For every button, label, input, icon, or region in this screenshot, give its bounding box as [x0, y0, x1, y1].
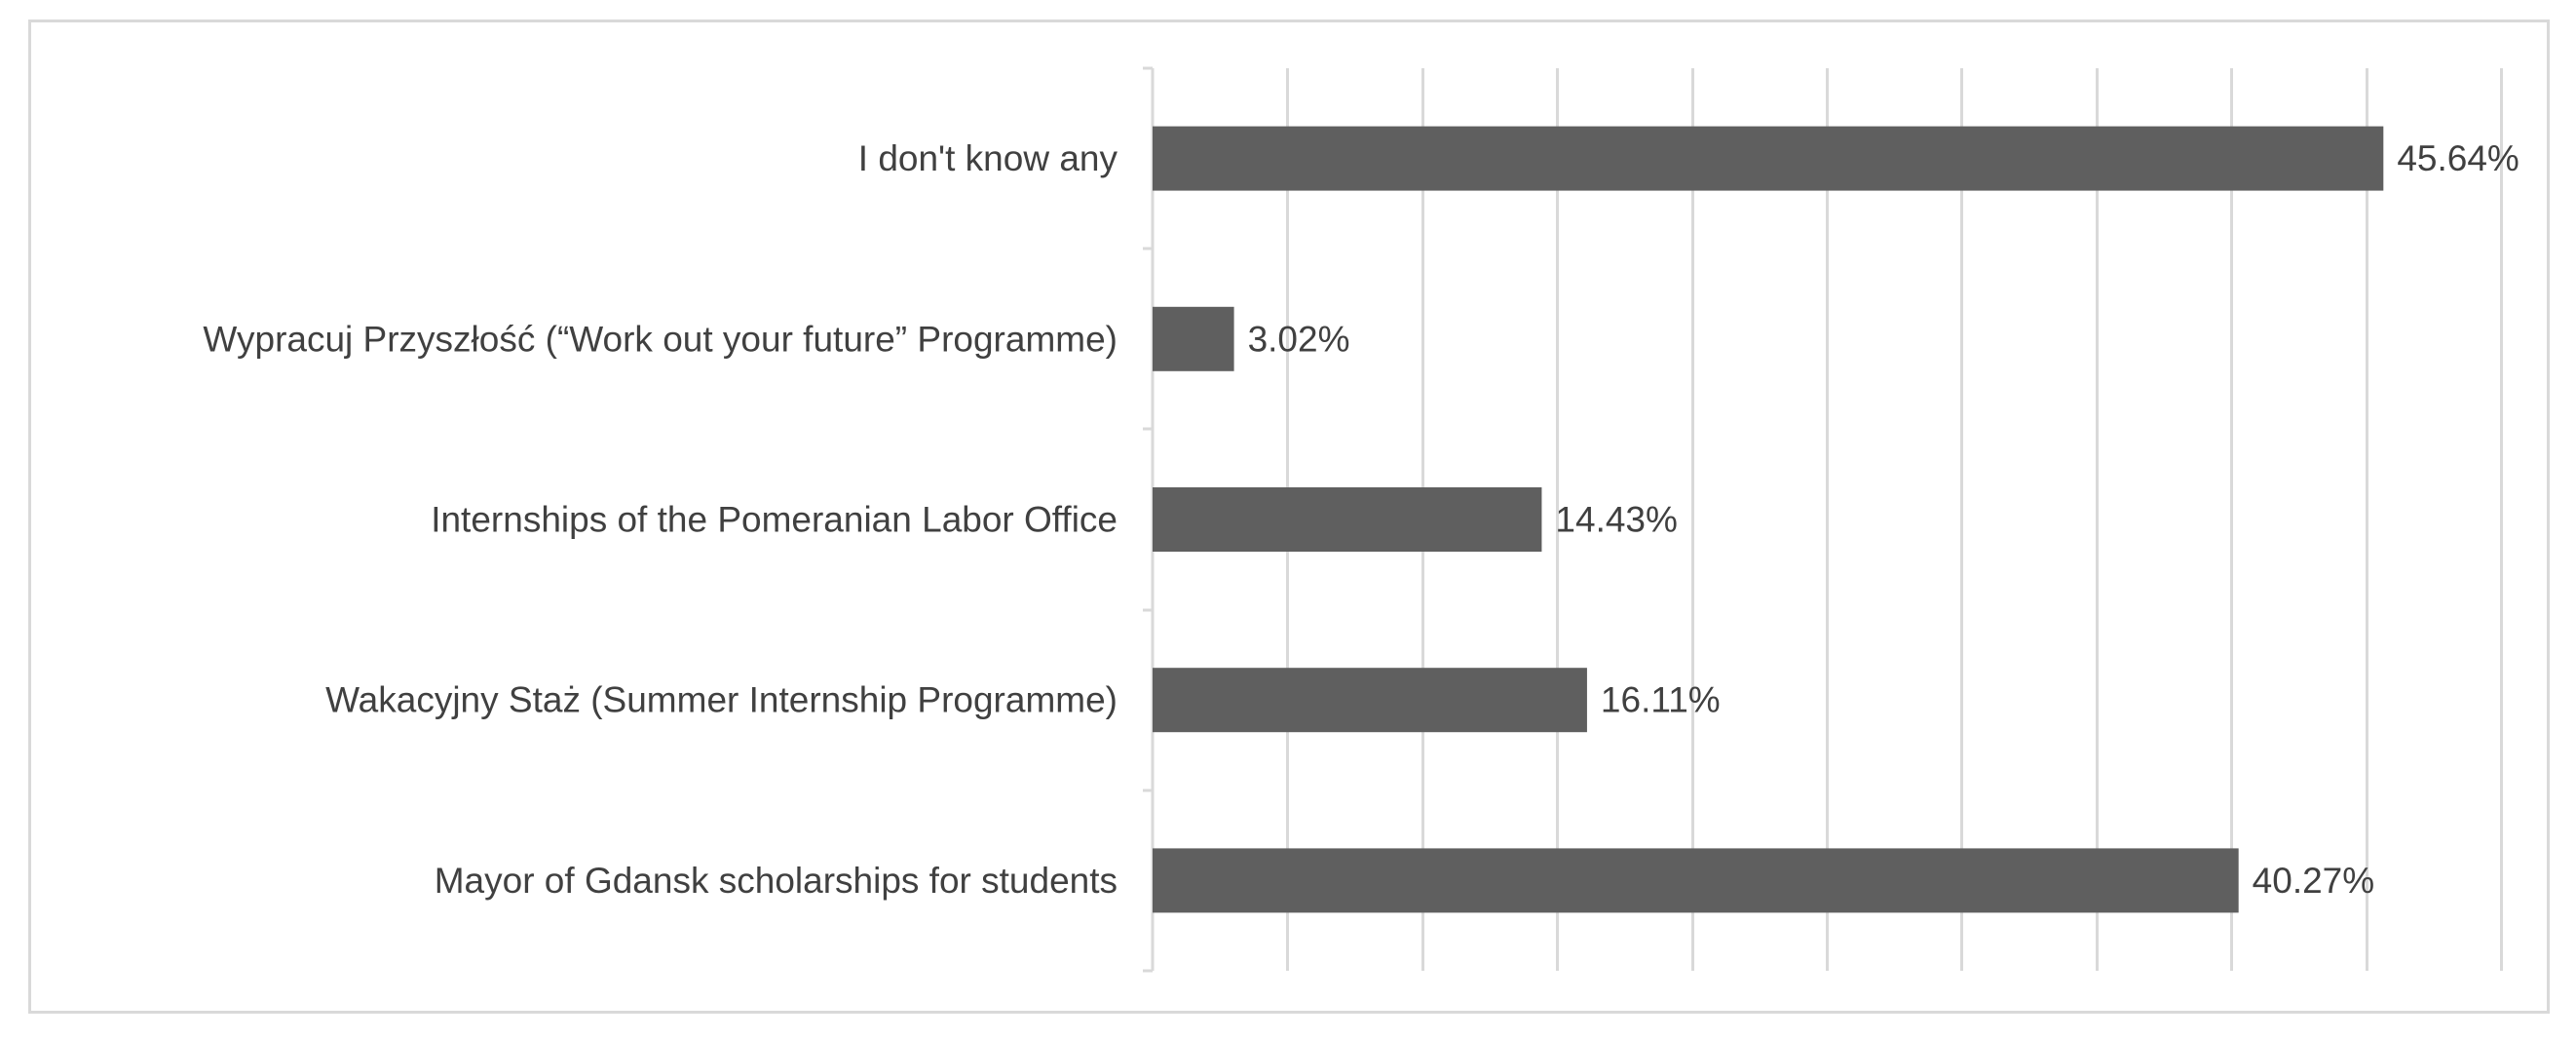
category-label: I don't know any — [858, 138, 1118, 178]
category-label: Mayor of Gdansk scholarships for student… — [435, 861, 1118, 901]
bars — [1153, 126, 2384, 913]
data-label: 14.43% — [1555, 500, 1678, 540]
data-label: 16.11% — [1601, 680, 1721, 720]
category-label: Internships of the Pomeranian Labor Offi… — [431, 500, 1118, 540]
bar — [1153, 668, 1587, 733]
data-label: 3.02% — [1248, 319, 1350, 359]
gridlines — [1286, 68, 2503, 971]
data-label: 40.27% — [2253, 861, 2375, 901]
bar — [1153, 848, 2239, 913]
category-label: Wakacyjny Staż (Summer Internship Progra… — [325, 680, 1118, 720]
category-axis — [1143, 66, 1155, 973]
labels: I don't know any 45.64% Wypracuj Przyszłoś… — [203, 138, 2519, 901]
bar — [1153, 487, 1542, 552]
bar — [1153, 306, 1234, 371]
data-label: 45.64% — [2397, 138, 2519, 178]
bar — [1153, 126, 2384, 191]
category-label: Wypracuj Przyszłość (“Work out your futu… — [203, 319, 1118, 359]
